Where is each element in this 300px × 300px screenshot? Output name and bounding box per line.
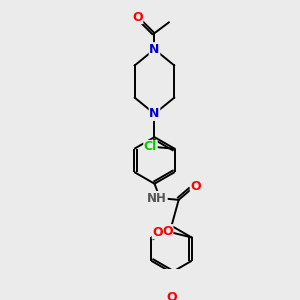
Text: N: N bbox=[149, 107, 160, 120]
Text: O: O bbox=[190, 180, 201, 193]
Text: O: O bbox=[152, 226, 163, 238]
Text: Cl: Cl bbox=[144, 140, 157, 154]
Text: N: N bbox=[149, 43, 160, 56]
Text: NH: NH bbox=[147, 192, 167, 205]
Text: O: O bbox=[166, 291, 177, 300]
Text: O: O bbox=[132, 11, 143, 23]
Text: O: O bbox=[162, 225, 173, 238]
